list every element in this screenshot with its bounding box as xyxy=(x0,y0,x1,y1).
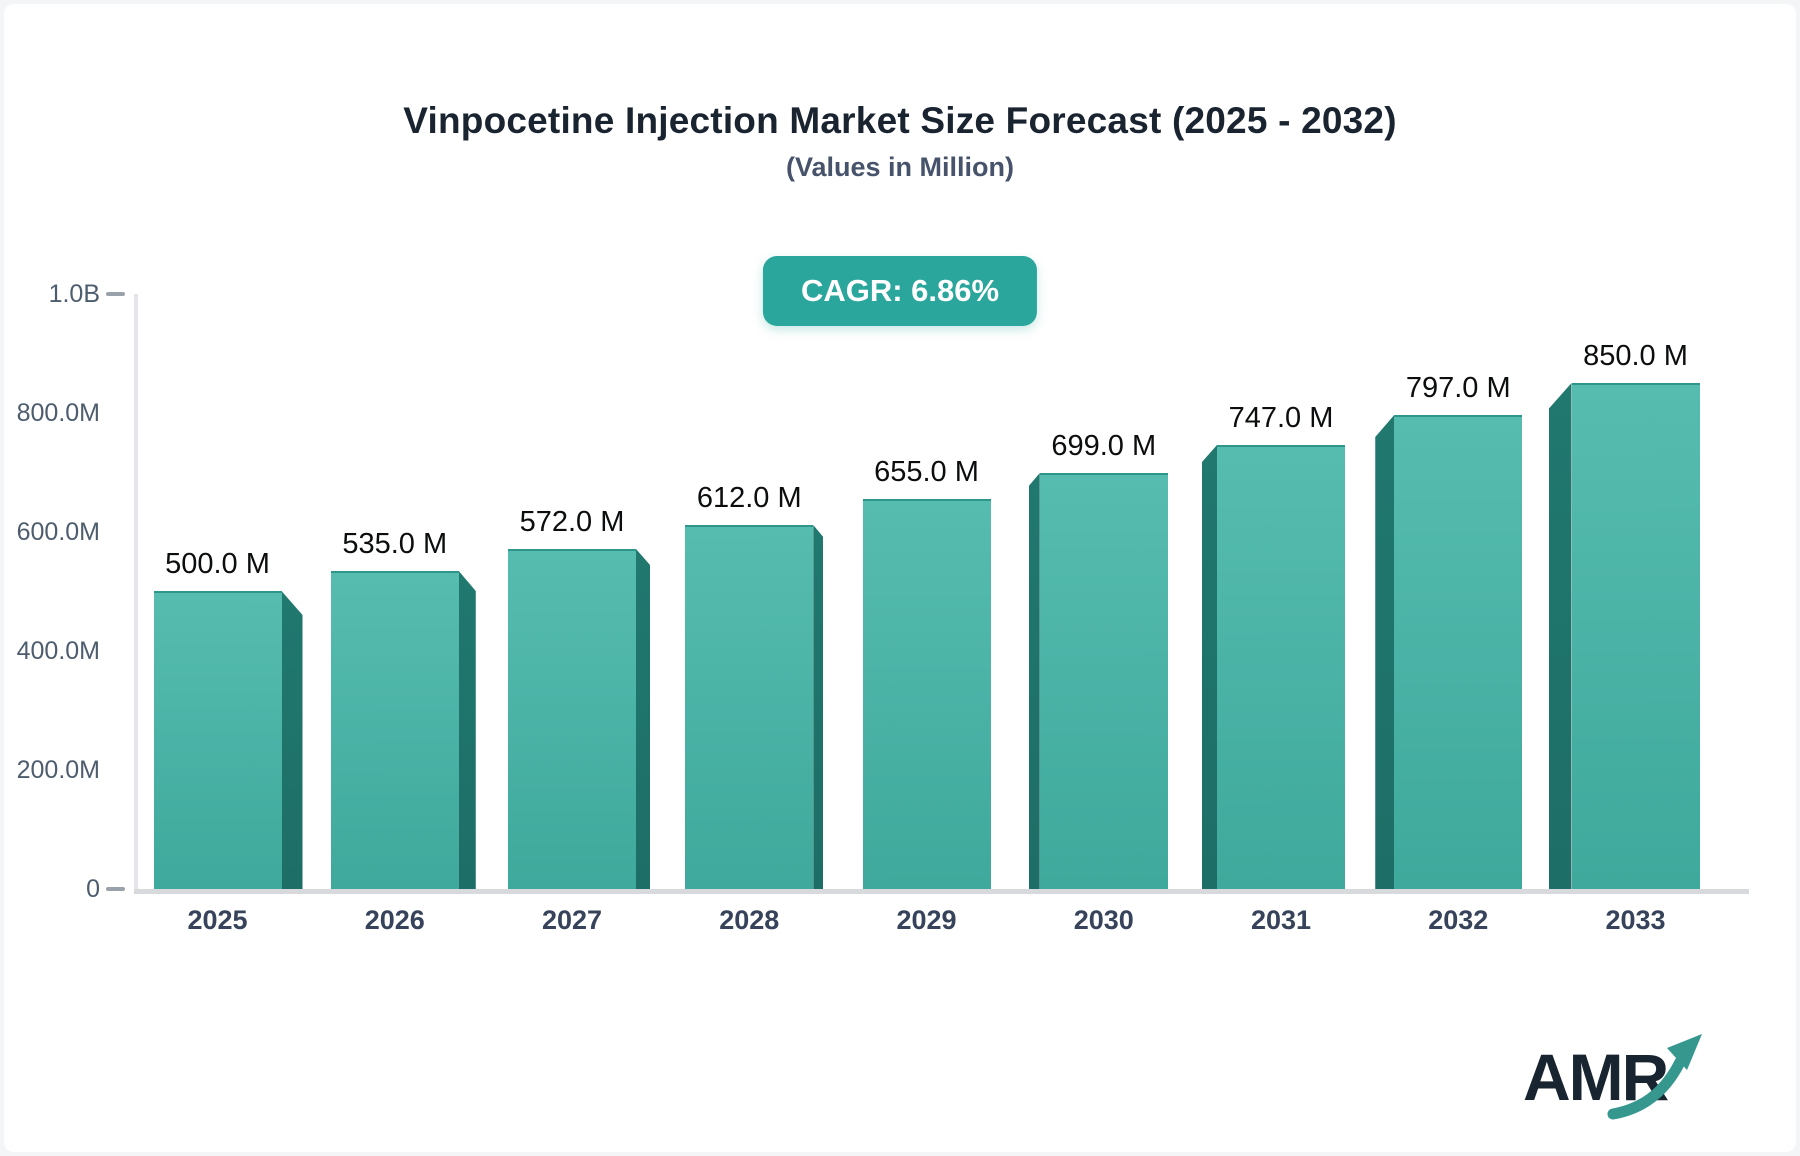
bar-side-face xyxy=(1375,415,1395,889)
bar-side-face xyxy=(1548,383,1572,889)
x-tick-label: 2032 xyxy=(1428,905,1489,935)
page-title: Vinpocetine Injection Market Size Foreca… xyxy=(403,100,1397,141)
bar-value-label: 535.0 M xyxy=(342,528,448,560)
bar-side-face xyxy=(636,549,650,889)
y-tick-label: 400.0M xyxy=(16,637,100,665)
bar-value-label: 655.0 M xyxy=(874,456,979,488)
x-tick-label: 2026 xyxy=(364,905,425,935)
bar-value-label: 612.0 M xyxy=(696,482,802,514)
bar-value-label: 747.0 M xyxy=(1228,402,1334,434)
bar-value-label: 699.0 M xyxy=(1051,430,1157,462)
x-tick-label: 2030 xyxy=(1073,905,1134,935)
bar xyxy=(1394,415,1523,889)
bar xyxy=(508,549,636,889)
y-tick-label: 200.0M xyxy=(16,756,100,784)
bar xyxy=(862,499,991,889)
bar-side-face xyxy=(281,591,303,889)
bar-side-face xyxy=(458,571,476,889)
bar-value-label: 850.0 M xyxy=(1583,340,1688,372)
y-tick-dash xyxy=(106,887,125,891)
x-axis-line xyxy=(134,889,1749,894)
cagr-badge: CAGR: 6.86% xyxy=(762,256,1038,326)
x-tick-label: 2031 xyxy=(1250,905,1312,935)
y-axis-line xyxy=(134,294,138,893)
x-tick-label: 2033 xyxy=(1605,905,1666,935)
bar-side-face xyxy=(1028,473,1040,889)
y-tick-label: 0 xyxy=(86,875,100,903)
bar-value-label: 797.0 M xyxy=(1405,372,1511,404)
bar xyxy=(1571,383,1700,889)
x-tick-label: 2027 xyxy=(541,905,603,935)
y-tick-dash xyxy=(106,292,125,296)
x-tick-label: 2029 xyxy=(896,905,957,935)
bar-side-face xyxy=(1202,445,1217,889)
x-tick-label: 2028 xyxy=(719,905,780,935)
bar-side-face xyxy=(813,525,824,889)
bar-value-label: 572.0 M xyxy=(519,506,625,538)
x-tick-label: 2025 xyxy=(187,905,248,935)
chart-card: Vinpocetine Injection Market Size Foreca… xyxy=(4,4,1796,1152)
growth-arrow-icon xyxy=(1607,1034,1702,1120)
bar xyxy=(330,571,459,889)
bar xyxy=(1039,473,1168,889)
chart-subtitle: (Values in Million) xyxy=(785,152,1015,182)
y-tick-label: 1.0B xyxy=(48,280,100,308)
bar-value-label: 500.0 M xyxy=(165,548,270,580)
bar xyxy=(685,525,814,889)
y-tick-label: 600.0M xyxy=(16,518,100,546)
y-tick-label: 800.0M xyxy=(16,399,100,427)
chart-area: 1.0B 800.0M 600.0M 400.0M 200.0M 0 500.0 M 2025… xyxy=(4,4,1796,1152)
bar xyxy=(1217,445,1345,889)
bar xyxy=(153,591,282,889)
amr-logo: AMR xyxy=(1523,1034,1702,1120)
